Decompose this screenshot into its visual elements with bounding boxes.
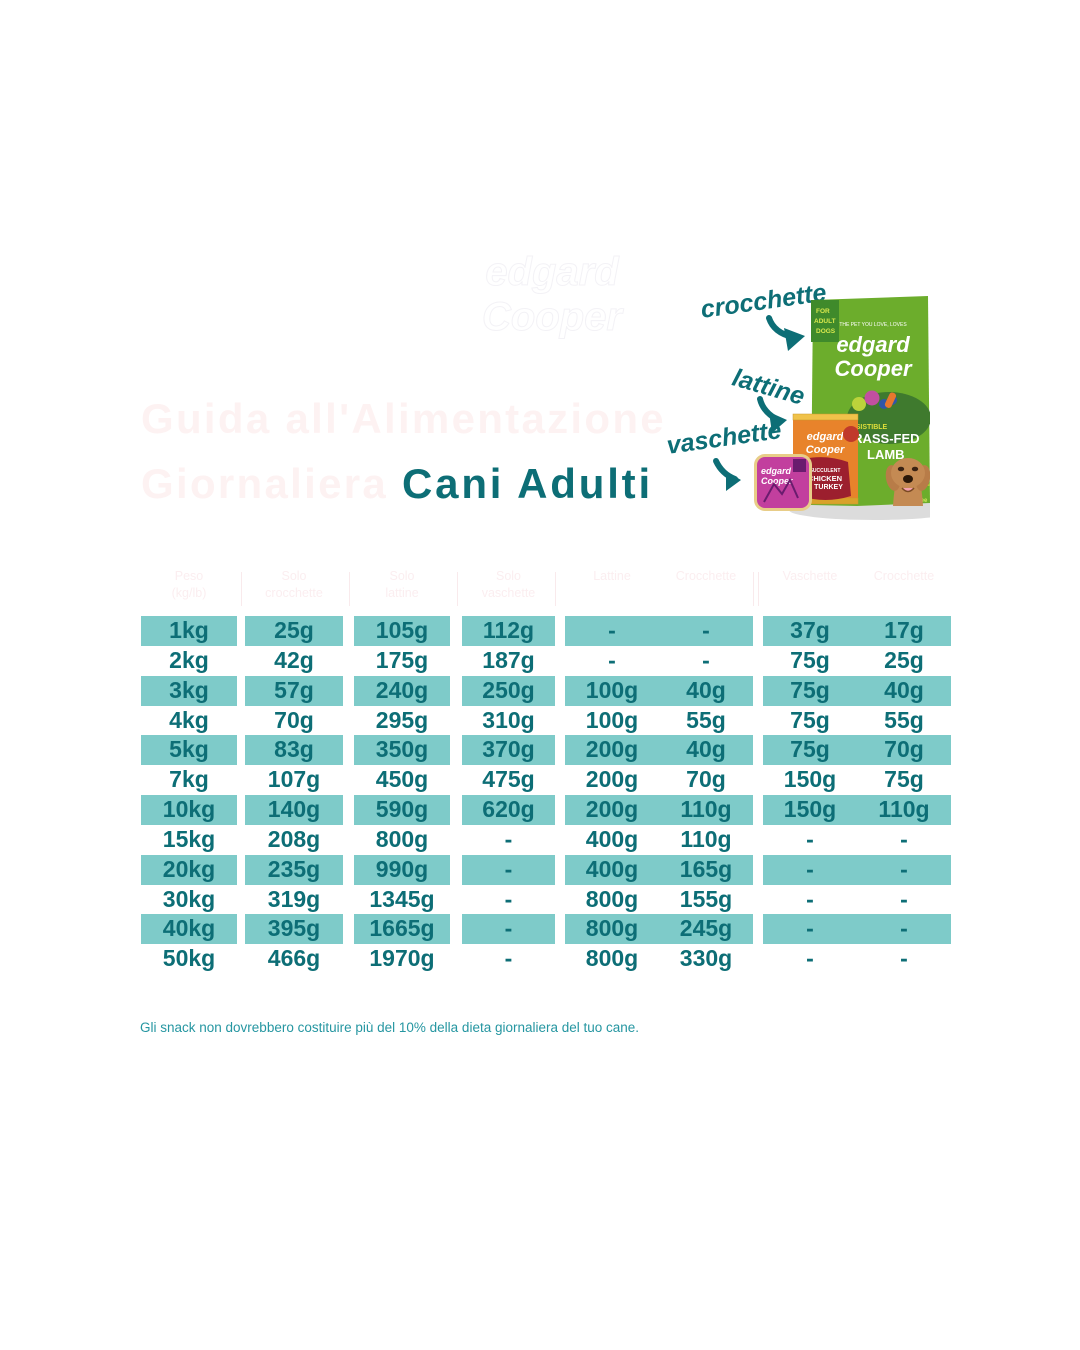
svg-text:THE PET YOU LOVE, LOVES: THE PET YOU LOVE, LOVES: [839, 322, 907, 328]
svg-text:DOGS: DOGS: [816, 328, 836, 335]
svg-text:edgard: edgard: [761, 466, 792, 476]
svg-text:CHICKEN: CHICKEN: [808, 474, 842, 483]
svg-text:Cooper: Cooper: [806, 444, 845, 456]
svg-text:edgard: edgard: [836, 332, 910, 357]
svg-text:FOR: FOR: [816, 308, 830, 315]
svg-text:& TURKEY: & TURKEY: [807, 484, 843, 491]
svg-text:Cooper: Cooper: [835, 356, 913, 381]
svg-text:ADULT: ADULT: [814, 318, 836, 325]
svg-text:LAMB: LAMB: [867, 447, 905, 462]
svg-text:edgard: edgard: [807, 431, 844, 443]
